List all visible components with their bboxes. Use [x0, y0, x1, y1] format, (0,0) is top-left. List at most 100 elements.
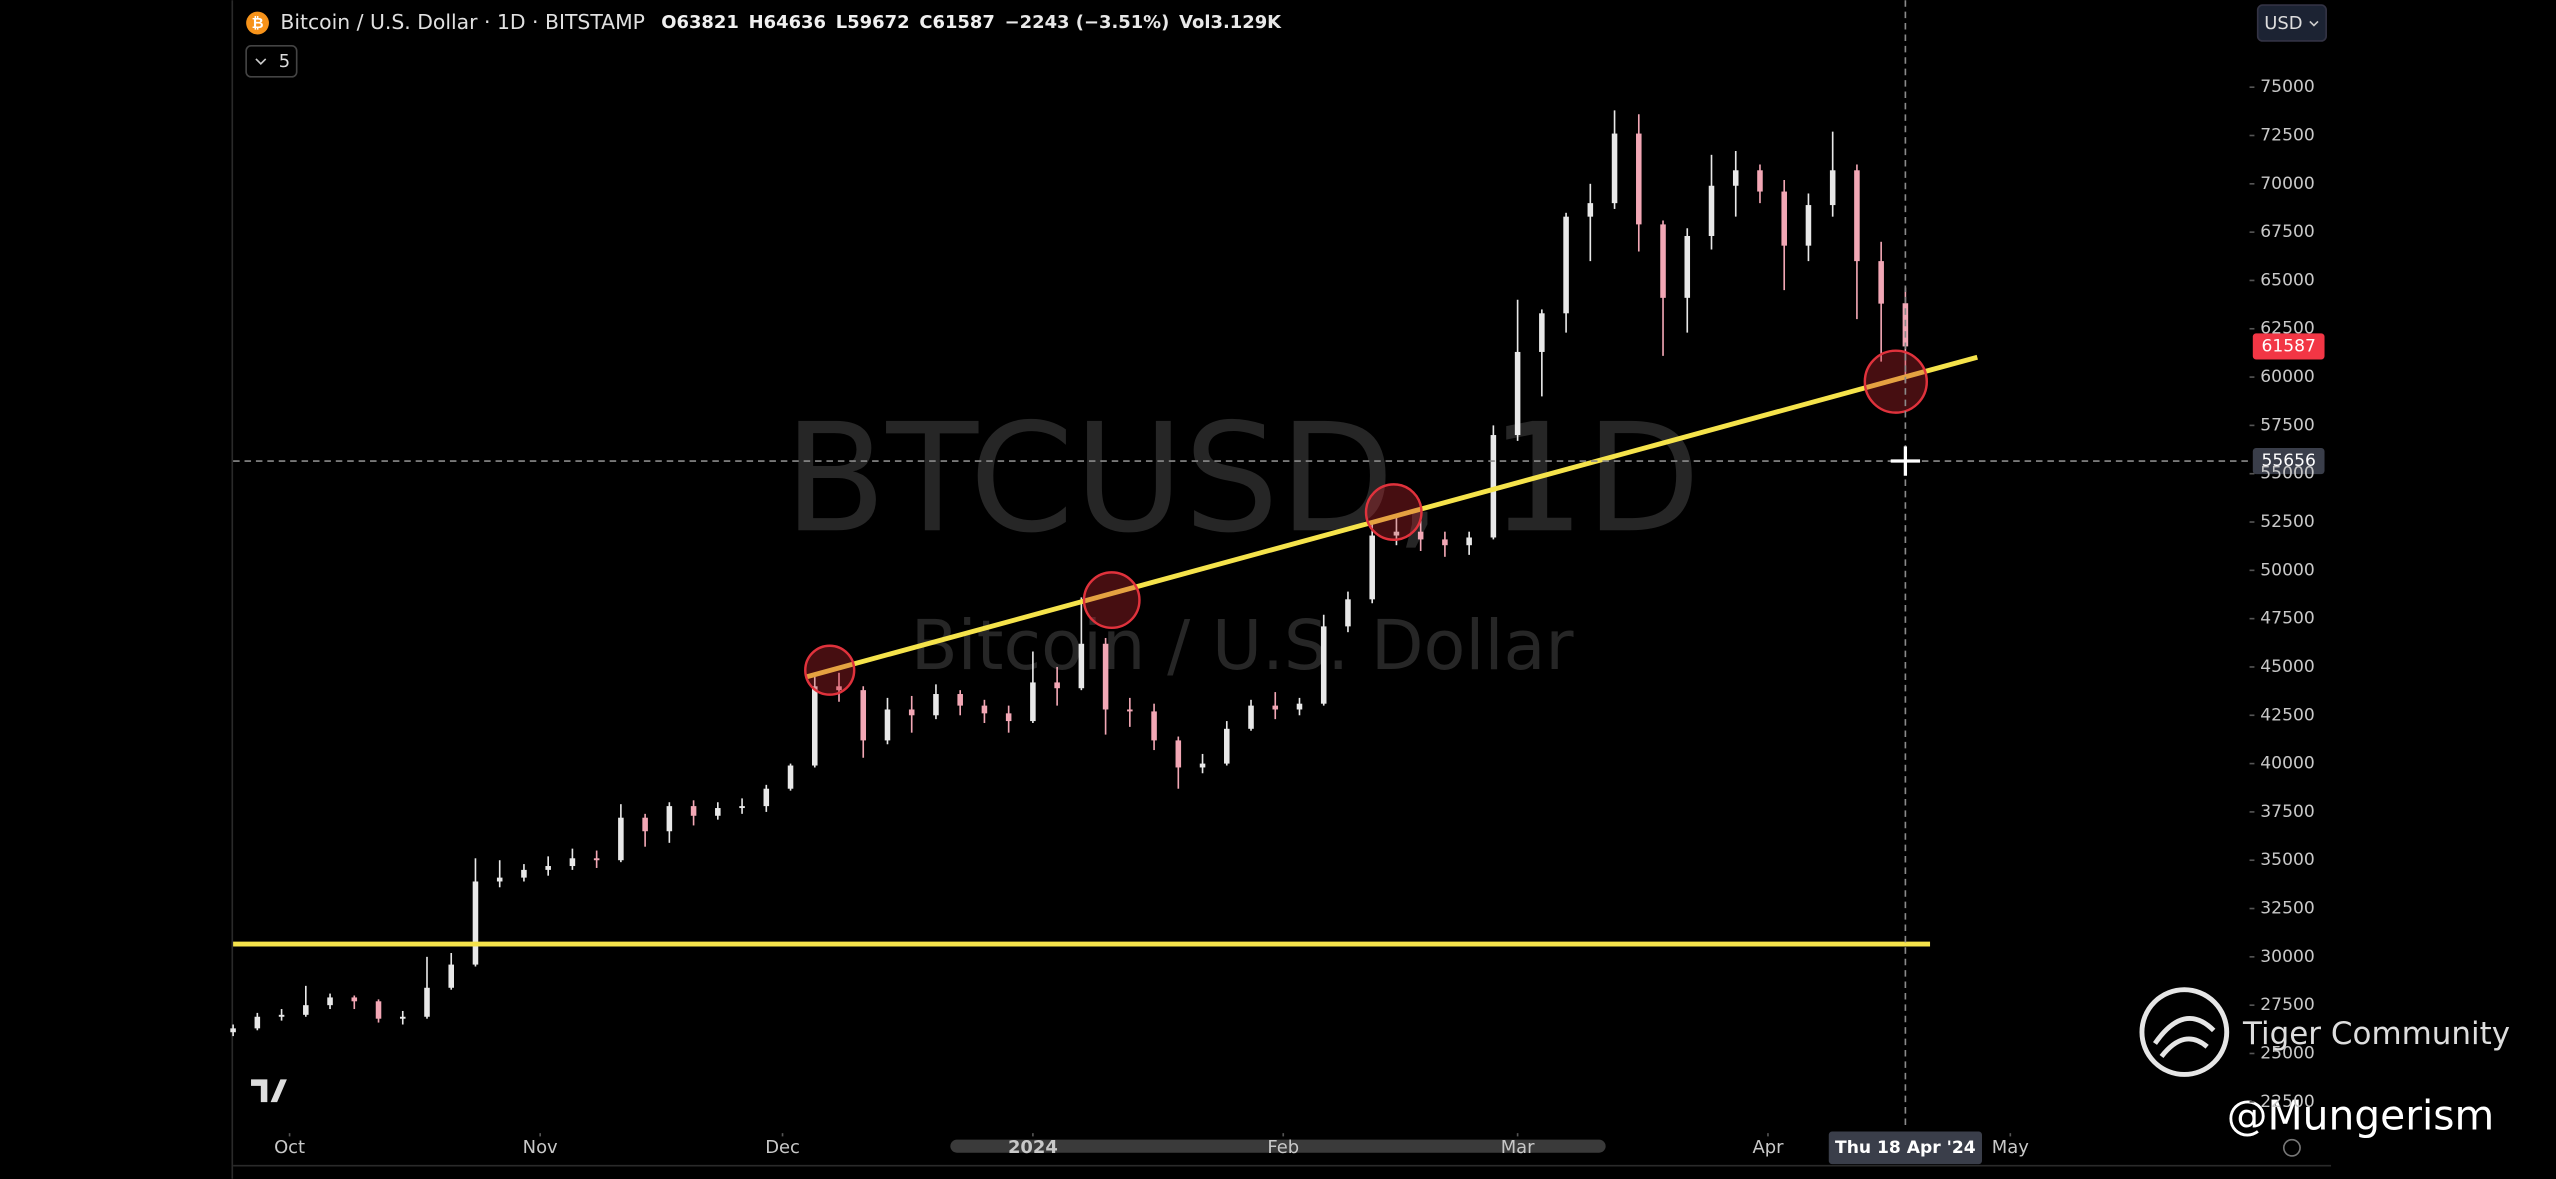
crosshair-price-label: 55656	[2261, 451, 2315, 471]
candle-body	[1587, 203, 1594, 217]
coin-icon	[246, 11, 269, 35]
y-tick-label: 67500	[2260, 222, 2314, 242]
y-tick-label: 42500	[2260, 705, 2314, 725]
candle-body	[1248, 705, 1254, 729]
candle-body	[327, 997, 333, 1006]
candle-body	[569, 858, 576, 867]
candle-body	[690, 806, 697, 816]
scrollbar[interactable]	[950, 1139, 1606, 1153]
candle-body	[424, 987, 430, 1017]
candle-body	[1805, 205, 1812, 246]
crosshair-date-label: Thu 18 Apr '24	[1835, 1138, 1976, 1158]
candle-body	[1829, 170, 1836, 206]
candle-body	[1732, 170, 1739, 186]
ohlc-value: L59672	[836, 12, 910, 33]
candle-body	[666, 806, 673, 832]
candle-body	[1320, 626, 1327, 704]
candle-body	[1054, 682, 1060, 689]
tv-logo-mark	[251, 1079, 287, 1103]
candle-body	[593, 858, 600, 861]
y-tick-label: 27500	[2260, 995, 2314, 1015]
candle-body	[1539, 313, 1545, 352]
candle-body	[618, 817, 624, 861]
y-tick-label: 37500	[2260, 802, 2314, 822]
ohlc-value: H64636	[749, 12, 826, 33]
candle-body	[1442, 539, 1448, 546]
touch-marker	[1082, 571, 1141, 630]
candle-body	[1272, 705, 1279, 710]
x-tick-label: Oct	[274, 1137, 305, 1158]
coin-glyph: ₿	[252, 15, 264, 32]
last-price-label: 61587	[2261, 336, 2315, 356]
trend-line	[806, 354, 1978, 680]
candle-body	[1854, 170, 1860, 262]
settings-icon[interactable]	[2282, 1138, 2301, 1157]
candle-body	[1466, 537, 1472, 546]
candle-body	[1781, 191, 1787, 246]
ohlc-value: O63821	[661, 12, 739, 33]
y-tick-label: 57500	[2260, 415, 2314, 435]
candle-body	[1175, 740, 1182, 768]
candle-body	[1417, 531, 1424, 540]
cursor	[1890, 446, 1921, 476]
candle-body	[1660, 224, 1666, 298]
candle-body	[811, 686, 818, 766]
candle-body	[1757, 170, 1763, 192]
candle-body	[715, 808, 721, 816]
x-tick-label: Mar	[1501, 1137, 1535, 1158]
x-tick-label: Dec	[765, 1137, 800, 1158]
y-tick-label: 45000	[2260, 657, 2314, 677]
indicator-toggle[interactable]	[245, 45, 298, 78]
candle-body	[254, 1016, 261, 1029]
candle-body	[351, 997, 358, 1002]
touch-markers	[804, 349, 1929, 696]
candle-body	[375, 1001, 382, 1019]
candle-body	[884, 709, 891, 741]
candle-body	[303, 1005, 309, 1015]
symbol-title: Bitcoin / U.S. Dollar · 1D · BITSTAMP	[280, 10, 645, 34]
ohlc-value: Vol3.129K	[1179, 12, 1282, 33]
currency-button[interactable]	[2256, 4, 2327, 42]
candle-body	[1708, 185, 1715, 236]
y-tick-label: 72500	[2260, 125, 2314, 145]
ohlc-value: C61587	[919, 12, 995, 33]
candle-body	[1345, 599, 1351, 627]
candle-body	[957, 694, 963, 706]
candle-body	[278, 1014, 285, 1017]
y-tick-label: 30000	[2260, 947, 2314, 967]
candle-body	[230, 1028, 236, 1033]
y-tick-label: 52500	[2260, 512, 2314, 532]
x-tick-label: Feb	[1267, 1137, 1299, 1158]
ohlc-value: −2243 (−3.51%)	[1005, 12, 1170, 33]
y-tick-label: 47500	[2260, 609, 2314, 629]
candle-body	[908, 709, 915, 716]
candle-body	[981, 705, 988, 714]
brand-logo-mark	[2152, 1016, 2216, 1059]
brand-logo	[2139, 987, 2230, 1077]
y-tick-label: 40000	[2260, 754, 2314, 774]
candle-body	[1224, 728, 1230, 764]
candle-body	[1878, 261, 1884, 304]
candle-body	[1490, 435, 1497, 538]
y-tick-label: 35000	[2260, 850, 2314, 870]
currency-label: USD	[2264, 13, 2302, 34]
candle-body	[545, 866, 551, 870]
overlay: 61587 55656 Thu 18 Apr '24	[233, 0, 2325, 1165]
y-tick-label: 50000	[2260, 560, 2314, 580]
candle-body	[739, 806, 745, 809]
plot: BTCUSD, 1D Bitcoin / U.S. Dollar	[230, 110, 1909, 1037]
candle-body	[1151, 711, 1157, 741]
candle-body	[1199, 763, 1206, 768]
candle-body	[448, 964, 454, 988]
candle-body	[399, 1016, 406, 1019]
y-tick-label: 75000	[2260, 77, 2314, 97]
author-handle: @Mungerism	[2227, 1091, 2495, 1139]
candle-body	[642, 817, 648, 832]
candle-body	[933, 694, 939, 716]
touch-marker	[1863, 349, 1929, 414]
candle-body	[1514, 351, 1521, 436]
candle-body	[787, 765, 794, 789]
candle-body	[1127, 709, 1133, 712]
y-tick-label: 22500	[2260, 1092, 2314, 1112]
crosshair-price-tag	[2252, 447, 2325, 475]
